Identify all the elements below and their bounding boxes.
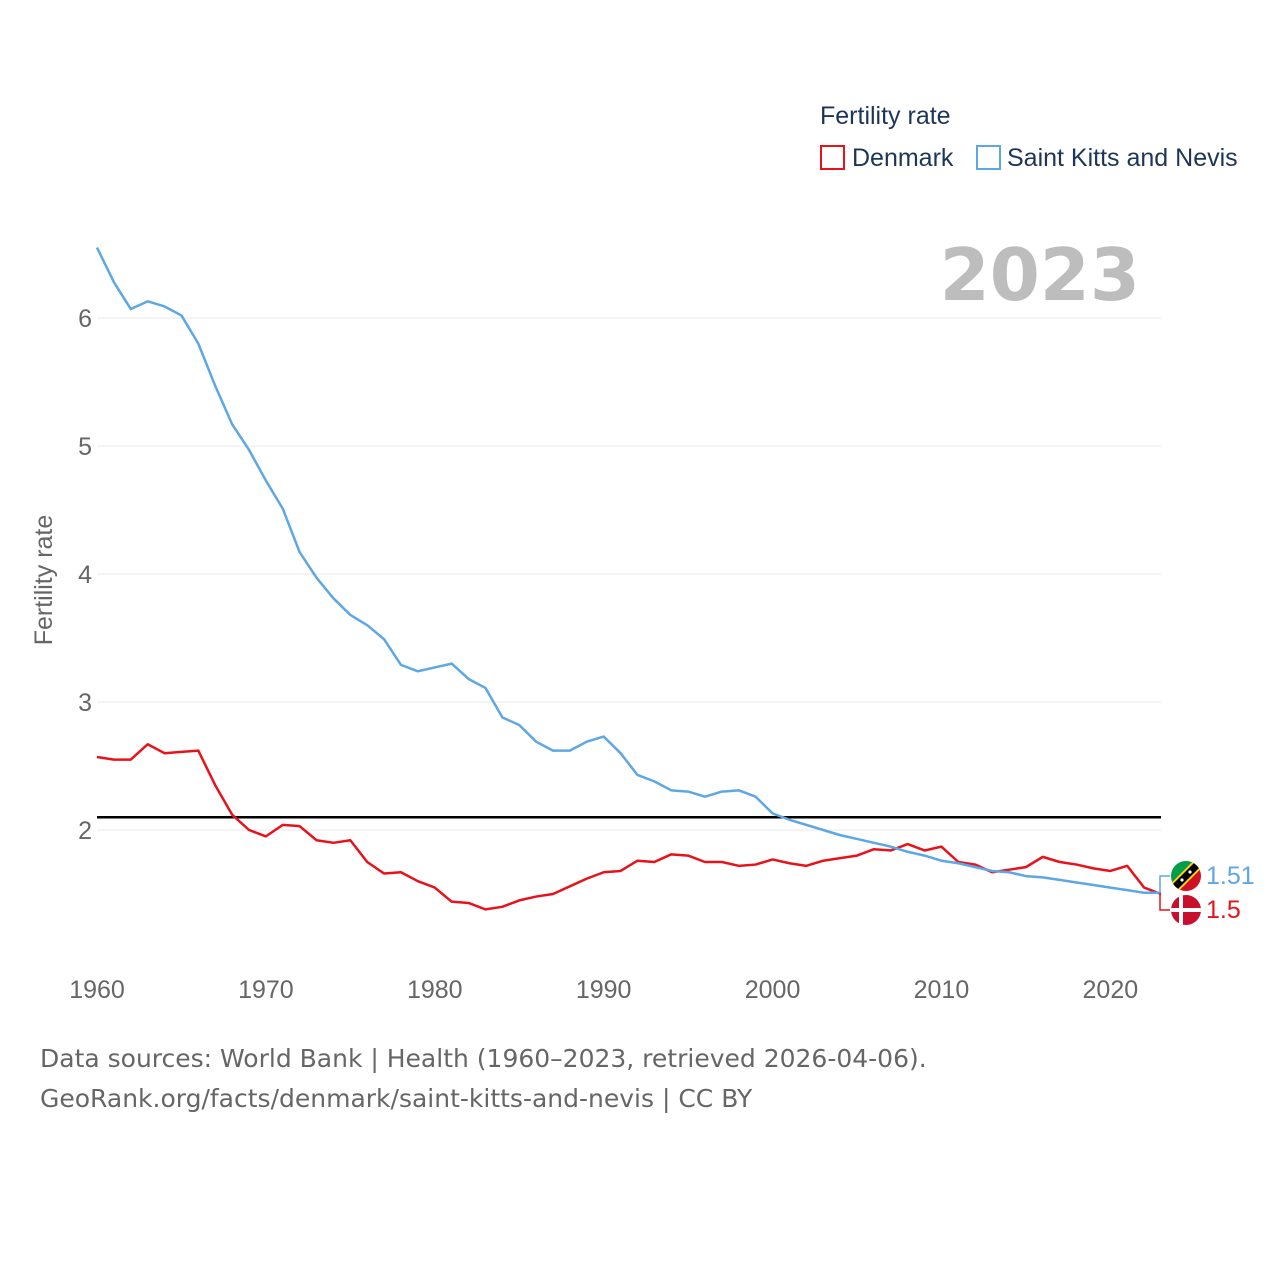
end-connector-saint-kitts-and-nevis <box>1159 875 1170 894</box>
x-tick-label: 2000 <box>745 976 801 1004</box>
x-tick-label: 2020 <box>1083 976 1139 1004</box>
series-lines <box>95 247 1162 911</box>
x-axis-ticks: 1960 1970 1980 1990 2000 2010 2020 <box>69 976 1138 1004</box>
x-tick-label: 1980 <box>407 976 463 1004</box>
data-source-text: Data sources: World Bank | Health (1960–… <box>40 1044 927 1073</box>
x-tick-label: 1970 <box>238 976 294 1004</box>
legend-swatch-saint-kitts-and-nevis[interactable] <box>976 145 1001 170</box>
y-tick-label: 3 <box>78 689 92 717</box>
legend-label-denmark[interactable]: Denmark <box>852 144 954 172</box>
y-tick-label: 2 <box>78 817 92 845</box>
end-markers: 1.51 1.5 <box>1159 861 1255 925</box>
y-tick-label: 5 <box>78 433 92 461</box>
x-tick-label: 1960 <box>69 976 125 1004</box>
end-connector-denmark <box>1159 893 1170 911</box>
year-label: 2023 <box>940 233 1140 317</box>
end-value-label-denmark: 1.5 <box>1206 896 1241 924</box>
x-tick-label: 1990 <box>576 976 632 1004</box>
y-tick-label: 6 <box>78 305 92 333</box>
flag-saint-kitts-and-nevis-icon <box>1171 861 1201 891</box>
legend: Fertility rate Denmark Saint Kitts and N… <box>820 102 1238 172</box>
flag-denmark-icon <box>1171 895 1201 925</box>
y-tick-label: 4 <box>78 561 92 589</box>
legend-title: Fertility rate <box>820 102 951 130</box>
series-line-denmark[interactable] <box>96 742 1162 911</box>
gridlines <box>97 317 1161 831</box>
end-value-label-saint-kitts-and-nevis: 1.51 <box>1206 862 1255 890</box>
y-axis-ticks: 2 3 4 5 6 <box>78 305 92 845</box>
series-line-saint-kitts-and-nevis[interactable] <box>95 247 1161 894</box>
legend-label-saint-kitts-and-nevis[interactable]: Saint Kitts and Nevis <box>1007 144 1238 172</box>
x-tick-label: 2010 <box>914 976 970 1004</box>
source-url-text[interactable]: GeoRank.org/facts/denmark/saint-kitts-an… <box>40 1084 753 1113</box>
y-axis-label: Fertility rate <box>30 515 58 646</box>
legend-swatch-denmark[interactable] <box>820 145 845 170</box>
